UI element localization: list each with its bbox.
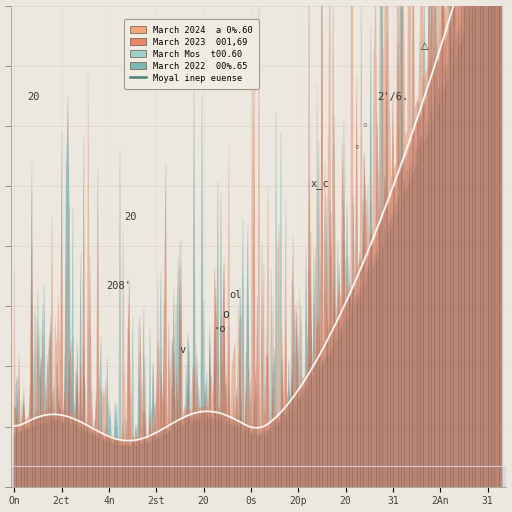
Text: 20: 20 [125, 212, 137, 222]
Legend: March 2024  a 0%.60, March 2023  001,69, March Mos  t00.60, March 2022  00%.65, : March 2024 a 0%.60, March 2023 001,69, M… [124, 19, 259, 89]
Text: △: △ [421, 40, 429, 51]
Text: ◦: ◦ [361, 121, 368, 131]
Text: x_c: x_c [311, 179, 330, 189]
Bar [11, 466, 506, 487]
Text: ol: ol [229, 290, 241, 300]
Text: v: v [180, 345, 186, 355]
Text: 20: 20 [27, 92, 39, 102]
Text: ·o: ·o [213, 324, 225, 334]
Text: o: o [223, 308, 229, 322]
Text: 208': 208' [106, 281, 131, 291]
Text: 2'/6.: 2'/6. [377, 92, 409, 102]
Text: ◦: ◦ [353, 144, 360, 154]
